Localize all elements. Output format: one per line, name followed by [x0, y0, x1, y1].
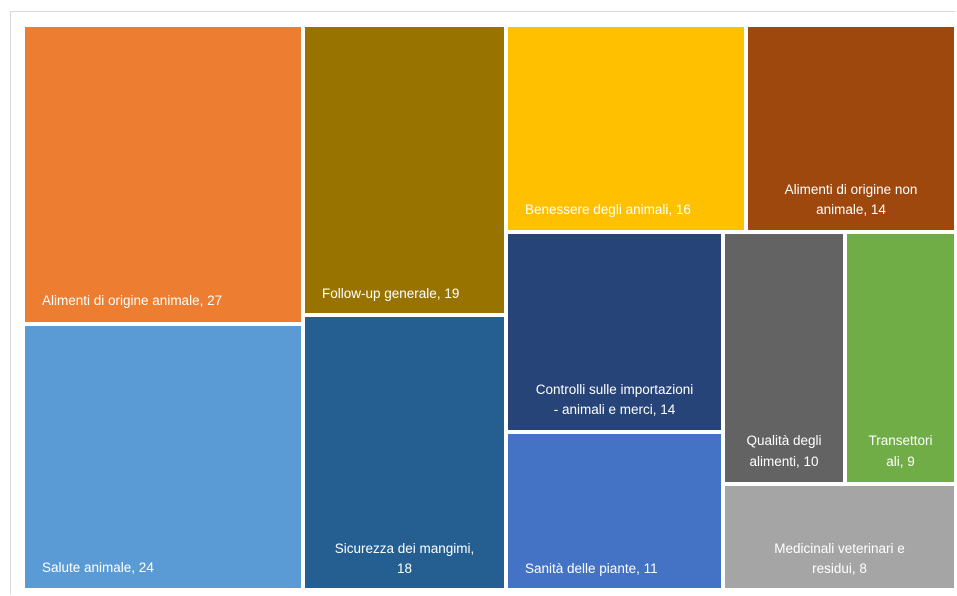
treemap-tile-rect[interactable]	[725, 234, 843, 482]
treemap-tile-alimenti-di-origine-animale[interactable]: Alimenti di origine animale, 27	[25, 27, 301, 322]
treemap-tile-rect[interactable]	[25, 326, 301, 588]
treemap-tile-label: Sanità delle piante, 11	[525, 561, 658, 576]
treemap-tile-salute-animale[interactable]: Salute animale, 24	[25, 326, 301, 588]
treemap-tile-alimenti-di-origine-non-animale[interactable]: Alimenti di origine non animale, 14	[748, 27, 954, 230]
treemap-tile-transettori-ali[interactable]: Transettori ali, 9	[847, 234, 954, 482]
treemap-tile-controlli-sulle-importazioni-animali-e-merci[interactable]: Controlli sulle importazioni - animali e …	[508, 234, 721, 430]
chart-frame	[10, 11, 955, 594]
treemap-tile-rect[interactable]	[305, 27, 504, 313]
treemap-tile-qualita-degli-alimenti[interactable]: Qualità degli alimenti, 10	[725, 234, 843, 482]
treemap-tile-label: Alimenti di origine animale, 27	[42, 293, 222, 308]
treemap-tile-follow-up-generale[interactable]: Follow-up generale, 19	[305, 27, 504, 313]
treemap-tile-sanita-delle-piante[interactable]: Sanità delle piante, 11	[508, 434, 721, 588]
treemap-tile-rect[interactable]	[725, 486, 954, 588]
treemap-tile-rect[interactable]	[508, 234, 721, 430]
treemap-tile-label: Transettori ali, 9	[868, 433, 932, 469]
treemap-tile-medicinali-veterinari-e-residui[interactable]: Medicinali veterinari e residui, 8	[725, 486, 954, 588]
treemap-tile-label: Qualità degli alimenti, 10	[746, 433, 821, 469]
treemap-tile-label: Salute animale, 24	[42, 560, 154, 575]
treemap-tile-label: Controlli sulle importazioni - animali e …	[536, 382, 694, 417]
treemap-tile-label: Benessere degli animali, 16	[525, 202, 691, 217]
treemap-tile-label: Medicinali veterinari e residui, 8	[774, 541, 905, 576]
treemap-tile-rect[interactable]	[508, 27, 744, 230]
treemap-tile-label: Follow-up generale, 19	[322, 286, 459, 301]
treemap-tile-sicurezza-dei-mangimi[interactable]: Sicurezza dei mangimi, 18	[305, 317, 504, 588]
treemap-tile-rect[interactable]	[25, 27, 301, 322]
treemap-tile-rect[interactable]	[508, 434, 721, 588]
treemap-tile-label: Sicurezza dei mangimi, 18	[335, 541, 475, 576]
treemap-tile-label: Alimenti di origine non animale, 14	[785, 182, 918, 217]
treemap-tile-benessere-degli-animali[interactable]: Benessere degli animali, 16	[508, 27, 744, 230]
treemap-tile-rect[interactable]	[305, 317, 504, 588]
treemap-tile-rect[interactable]	[847, 234, 954, 482]
treemap-tile-rect[interactable]	[748, 27, 954, 230]
